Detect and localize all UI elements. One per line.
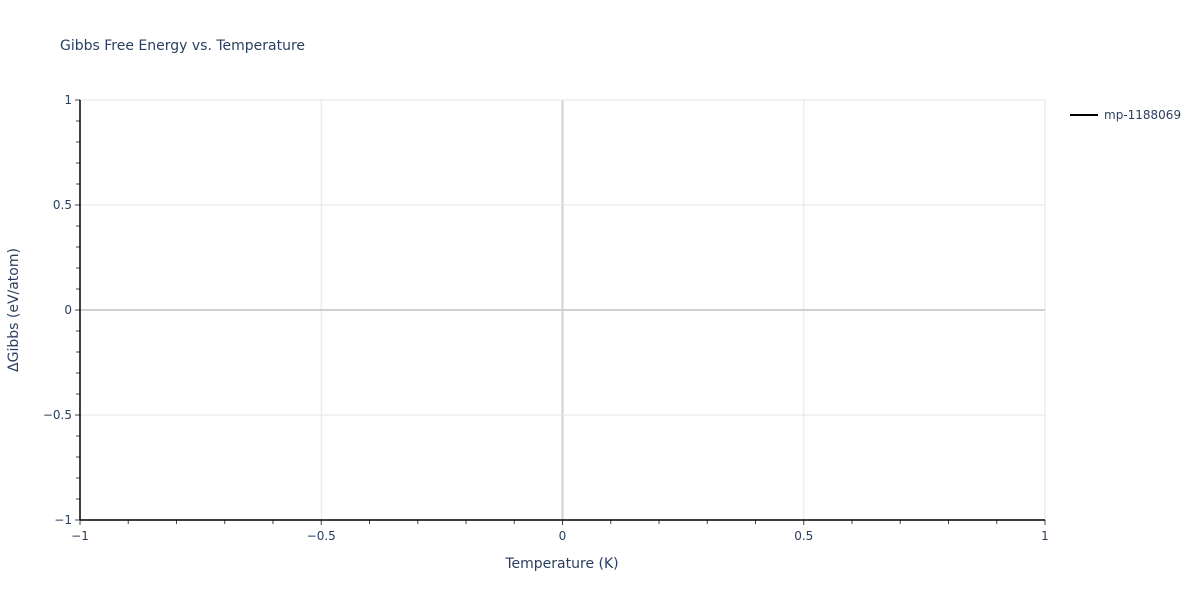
y-tick-label: −0.5 <box>43 408 72 422</box>
chart-title: Gibbs Free Energy vs. Temperature <box>60 38 305 54</box>
x-tick-label: 0.5 <box>794 529 813 543</box>
x-tick-label: −0.5 <box>307 529 336 543</box>
grid <box>80 99 1046 520</box>
x-axis-label: Temperature (K) <box>504 556 618 572</box>
axes: −1 −0.5 0 0.5 1 −1 −0.5 0 0.5 1 <box>43 93 1049 543</box>
x-tick-label: −1 <box>71 529 89 543</box>
legend[interactable]: mp-1188069 <box>1070 108 1181 122</box>
y-axis-label: ΔGibbs (eV/atom) <box>6 248 22 372</box>
y-tick-label: −1 <box>54 513 72 527</box>
y-tick-label: 1 <box>64 93 72 107</box>
y-tick-label: 0 <box>64 303 72 317</box>
x-tick-label: 1 <box>1041 529 1049 543</box>
x-tick-label: 0 <box>559 529 567 543</box>
y-tick-label: 0.5 <box>53 198 72 212</box>
legend-item-label[interactable]: mp-1188069 <box>1104 108 1181 122</box>
